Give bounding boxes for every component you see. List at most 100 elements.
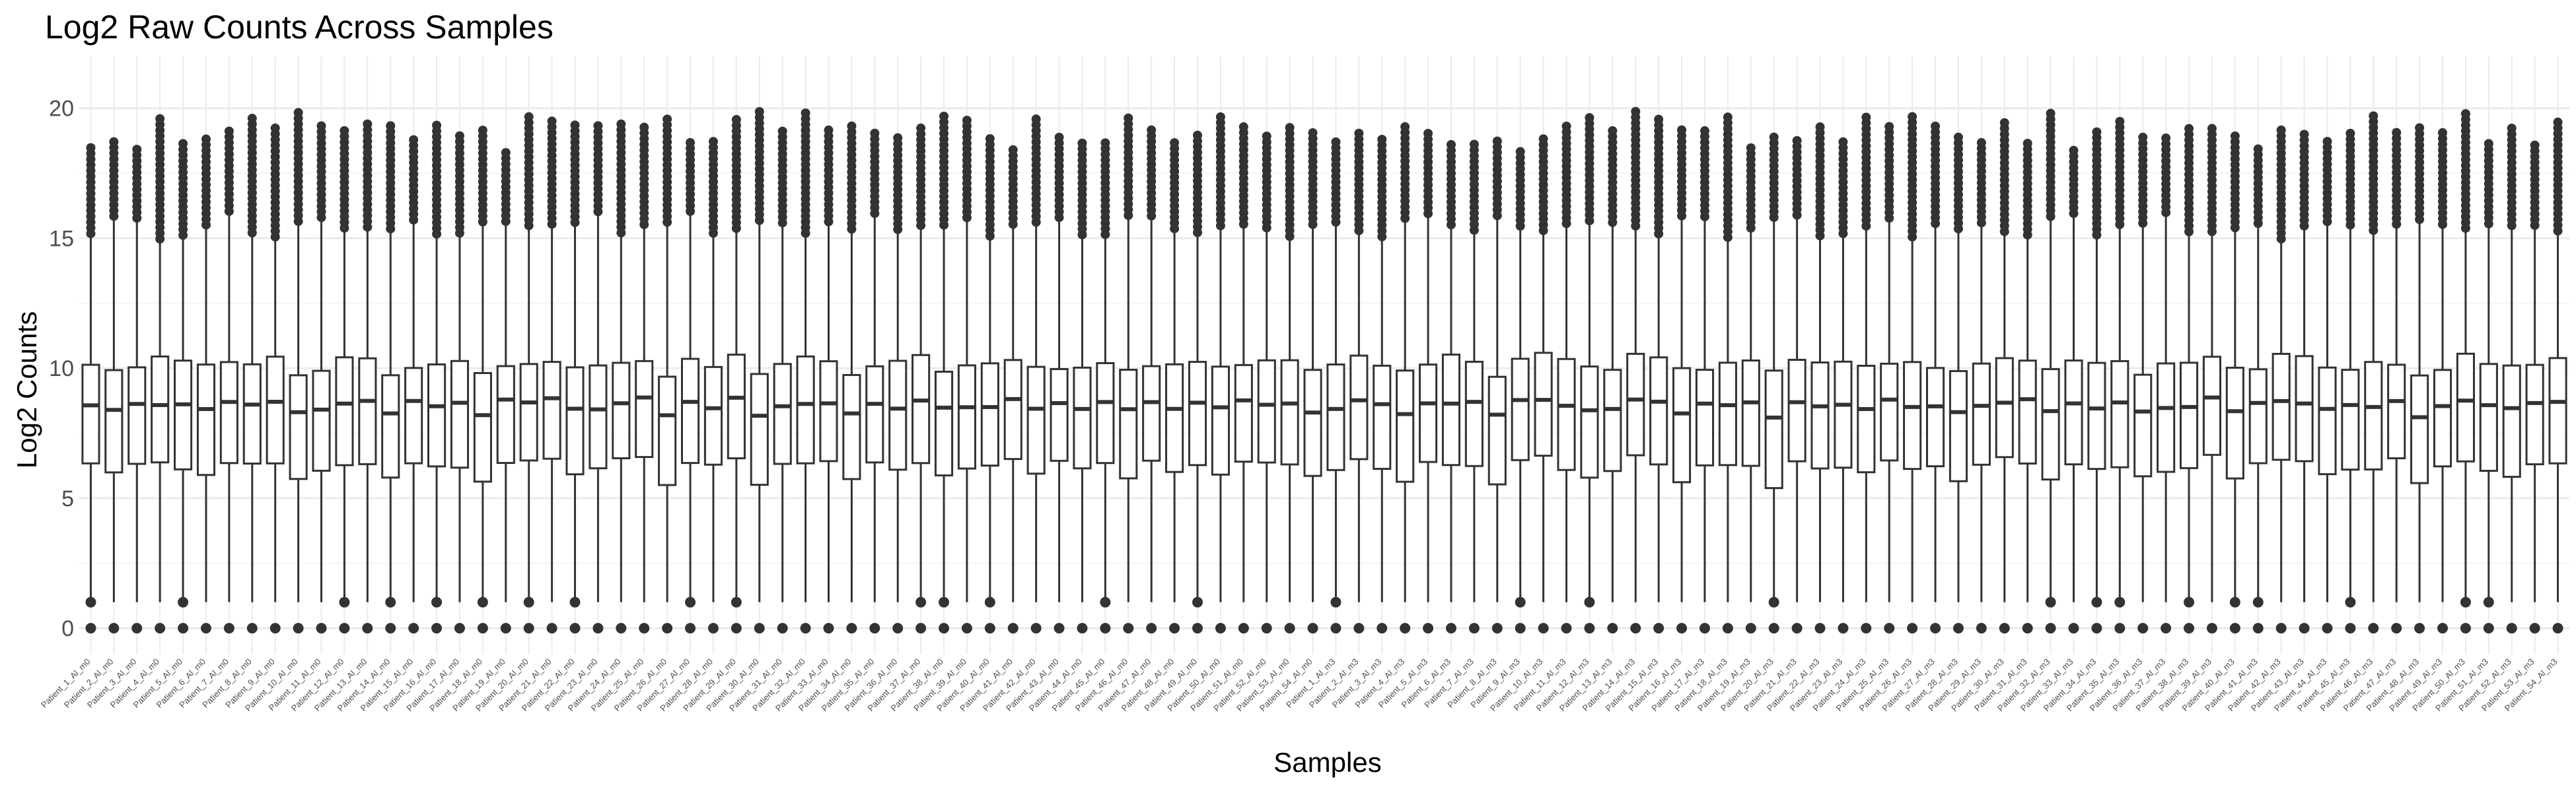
box-Patient_34_Al_m3 bbox=[2087, 127, 2106, 634]
outlier-point bbox=[223, 623, 234, 634]
outliers-high bbox=[2276, 125, 2286, 244]
outlier-point bbox=[1468, 623, 1480, 634]
iqr-box bbox=[2018, 359, 2037, 465]
box-Patient_38_Al_m0 bbox=[934, 111, 954, 634]
outlier-point bbox=[1284, 623, 1295, 634]
outliers-high bbox=[1285, 123, 1295, 241]
box-Patient_47_Al_m0 bbox=[1142, 125, 1161, 634]
box-Patient_45_Al_m3 bbox=[2341, 128, 2360, 634]
outlier-point bbox=[1423, 623, 1434, 634]
outliers-high bbox=[1908, 112, 1917, 242]
outlier-point bbox=[1308, 128, 1318, 138]
iqr-box bbox=[842, 373, 861, 480]
outlier-point bbox=[1908, 112, 1917, 122]
outliers-high bbox=[363, 119, 373, 232]
outlier-point bbox=[1054, 623, 1065, 634]
outlier-point bbox=[1423, 128, 1433, 138]
outlier-point bbox=[386, 121, 396, 131]
iqr-box bbox=[1396, 369, 1415, 483]
outlier-point bbox=[454, 131, 464, 141]
outlier-point bbox=[1561, 623, 1572, 634]
outliers-high bbox=[2092, 127, 2102, 240]
outlier-point bbox=[1446, 139, 1456, 149]
box-Patient_17_Al_m0 bbox=[450, 131, 470, 634]
outlier-point bbox=[1630, 623, 1641, 634]
outliers-high bbox=[293, 108, 303, 226]
iqr-box bbox=[1026, 365, 1046, 475]
outlier-point bbox=[2345, 128, 2355, 138]
outliers-high bbox=[801, 108, 810, 238]
outlier-point bbox=[1723, 112, 1733, 122]
iqr-box bbox=[174, 359, 193, 471]
outliers-high bbox=[270, 123, 280, 242]
outlier-point bbox=[777, 623, 788, 634]
x-axis-title: Samples bbox=[1273, 747, 1381, 778]
iqr-box bbox=[1810, 361, 1830, 470]
iqr-box bbox=[2225, 366, 2244, 480]
outliers-high bbox=[708, 137, 718, 238]
outlier-point bbox=[1077, 623, 1088, 634]
outliers-high bbox=[939, 111, 949, 230]
outlier-point bbox=[178, 597, 189, 608]
box-Patient_51_Al_m3 bbox=[2479, 139, 2498, 634]
outliers-high bbox=[1884, 122, 1894, 223]
outlier-point bbox=[1976, 137, 1986, 147]
outlier-point bbox=[2184, 597, 2195, 608]
outlier-point bbox=[2369, 111, 2379, 121]
box-Patient_37_Al_m0 bbox=[912, 123, 931, 634]
iqr-box bbox=[2087, 361, 2106, 471]
outlier-point bbox=[1400, 623, 1411, 634]
outlier-point bbox=[2114, 597, 2126, 608]
outlier-point bbox=[1791, 623, 1803, 634]
outlier-point bbox=[224, 126, 234, 136]
outliers-high bbox=[2046, 108, 2056, 221]
y-tick-label: 5 bbox=[61, 486, 74, 511]
outlier-point bbox=[1999, 118, 2009, 128]
outliers-high bbox=[2438, 128, 2448, 229]
iqr-box bbox=[2318, 366, 2337, 476]
outliers-high bbox=[1446, 139, 1456, 230]
box-Patient_15_Al_m0 bbox=[404, 135, 423, 634]
iqr-box bbox=[2410, 374, 2429, 484]
outliers-high bbox=[1608, 126, 1618, 227]
box-Patient_31_Al_m0 bbox=[773, 126, 792, 634]
iqr-box bbox=[219, 361, 238, 465]
box-Patient_26_Al_m3 bbox=[1903, 112, 1922, 634]
box-Patient_31_Al_m3 bbox=[2018, 138, 2037, 634]
outlier-point bbox=[984, 597, 995, 608]
outlier-point bbox=[1054, 132, 1064, 142]
outlier-point bbox=[1792, 135, 1802, 145]
iqr-box bbox=[196, 363, 216, 476]
box-Patient_47_Al_m3 bbox=[2387, 128, 2406, 634]
outlier-point bbox=[777, 126, 787, 136]
y-tick-label: 15 bbox=[49, 226, 74, 251]
outliers-high bbox=[2022, 138, 2032, 240]
iqr-box bbox=[1903, 361, 1922, 471]
outliers-high bbox=[1699, 126, 1709, 221]
outliers-high bbox=[1976, 137, 1986, 228]
outlier-point bbox=[754, 107, 764, 117]
outlier-point bbox=[1745, 623, 1756, 634]
iqr-box bbox=[2456, 352, 2475, 463]
iqr-box bbox=[2525, 363, 2544, 466]
outliers-high bbox=[1031, 114, 1041, 227]
iqr-box bbox=[1557, 358, 1576, 471]
outlier-point bbox=[2230, 131, 2240, 141]
iqr-box bbox=[703, 365, 723, 466]
outlier-point bbox=[939, 623, 950, 634]
outliers-high bbox=[454, 131, 464, 238]
outlier-point bbox=[109, 137, 119, 147]
outliers-high bbox=[2184, 124, 2194, 237]
box-Patient_52_Al_m0 bbox=[1257, 132, 1276, 634]
outlier-point bbox=[1515, 597, 1526, 608]
outliers-high bbox=[2299, 130, 2309, 231]
box-Patient_35_Al_m0 bbox=[865, 128, 884, 634]
box-Patient_5_Al_m0 bbox=[174, 139, 193, 634]
outlier-point bbox=[340, 126, 349, 135]
box-Patient_44_Al_m3 bbox=[2318, 137, 2337, 634]
outlier-point bbox=[2275, 623, 2287, 634]
box-Patient_50_Al_m0 bbox=[1211, 112, 1230, 634]
y-axis-ticks: 0 5 10 15 20 bbox=[49, 96, 74, 642]
outlier-point bbox=[1769, 132, 1779, 142]
